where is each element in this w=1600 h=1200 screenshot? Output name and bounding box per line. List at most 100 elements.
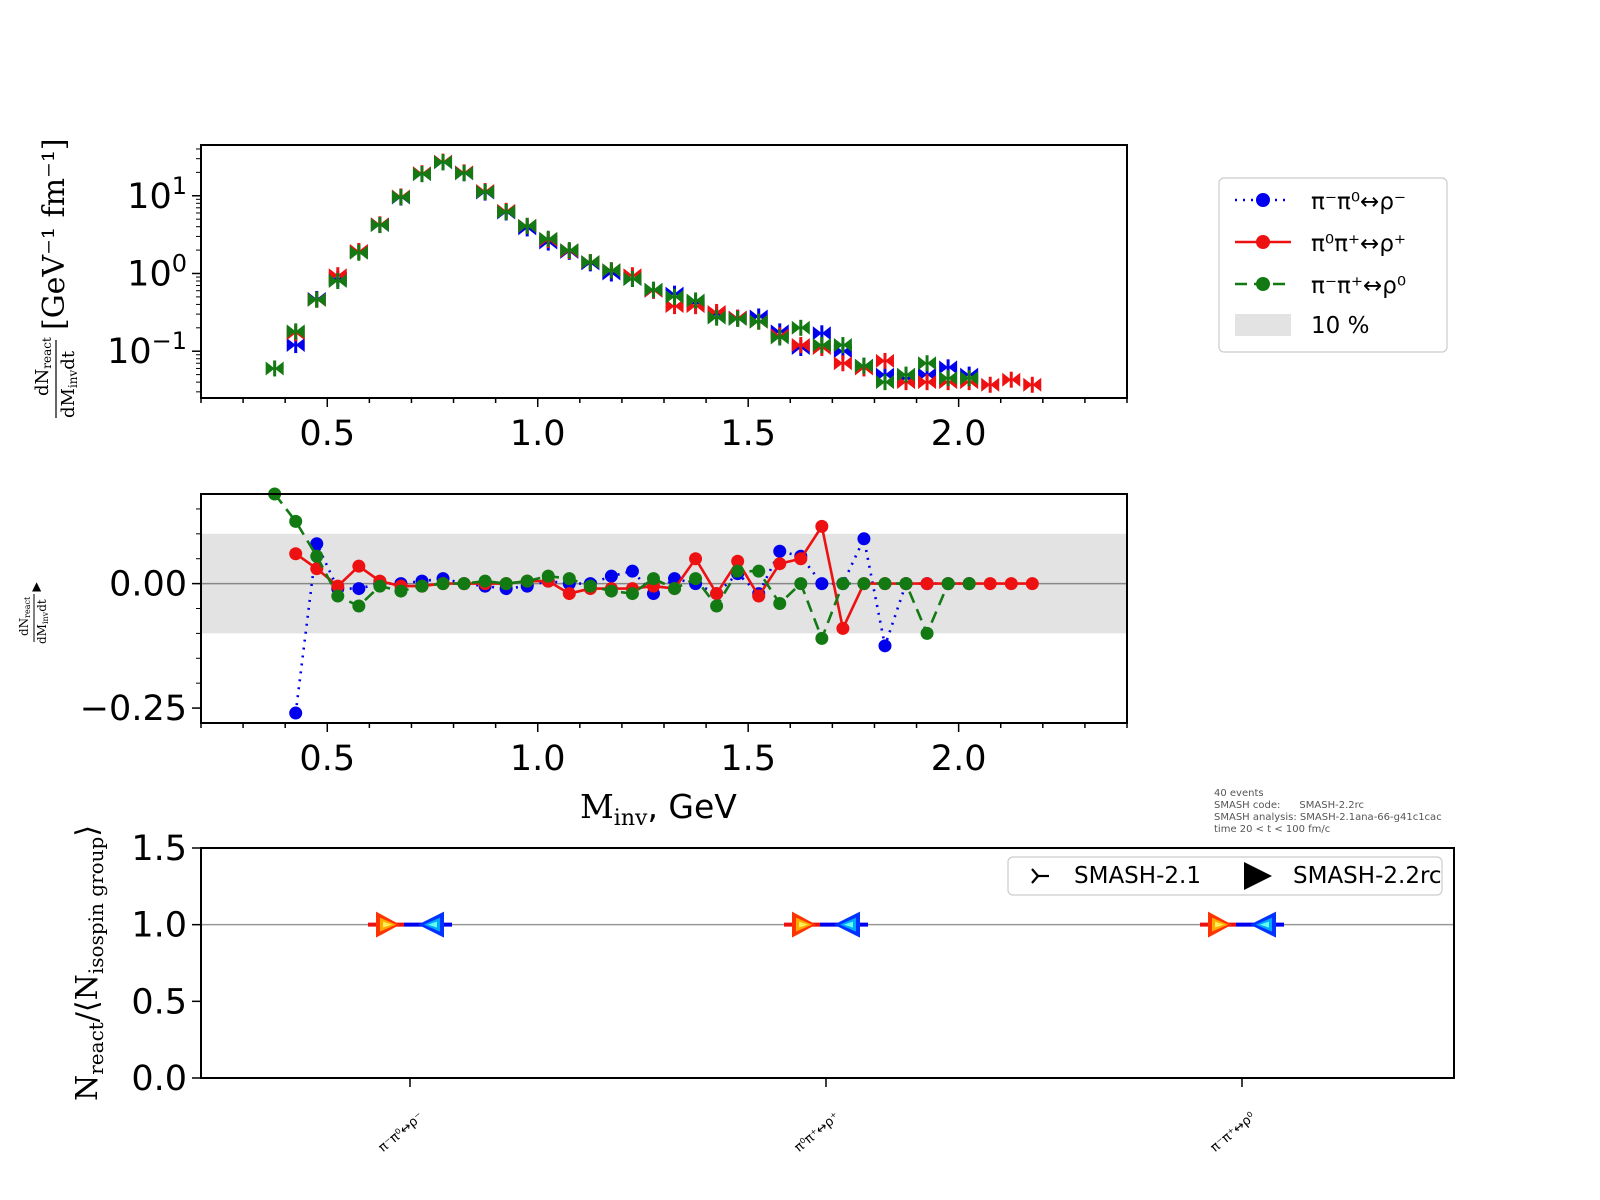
difference-point (752, 564, 766, 578)
spectrum-x-ticks: 0.5 1.0 1.5 2.0 (200, 398, 1128, 454)
legend-entry: π⁻π⁰↔ρ⁻ (1235, 189, 1406, 215)
legend-marker (1256, 277, 1270, 291)
difference-lines (268, 487, 1039, 720)
difference-point (962, 577, 976, 591)
difference-point (541, 569, 555, 583)
difference-point (331, 579, 345, 593)
y-tick-label: 1.5 (131, 829, 187, 869)
spectrum-point (875, 352, 894, 369)
category-label: π⁻π⁺↔ρ⁰ (1208, 1110, 1259, 1156)
x-axis-label: Minv, GeV (580, 787, 737, 831)
normalized-frame (200, 847, 1455, 1079)
difference-point (646, 572, 660, 586)
spectrum-point (728, 310, 747, 327)
spectrum-point (875, 374, 894, 391)
spectrum-point (560, 242, 579, 259)
difference-point (773, 597, 787, 611)
difference-point (1025, 577, 1039, 591)
run-info: 40 events SMASH code: SMASH-2.2rc SMASH … (1214, 788, 1442, 835)
y-tick-label: 100 (127, 249, 187, 294)
difference-point (625, 564, 639, 578)
difference-point (815, 577, 829, 591)
x-tick-label: 2.0 (931, 739, 987, 779)
difference-point (499, 577, 513, 591)
y-tick-label: 101 (127, 172, 187, 217)
legend2-label: SMASH-2.2rc (1293, 863, 1442, 889)
svg-text:dNreact: dNreact (32, 337, 54, 396)
top-y-den-sub: inv (66, 369, 80, 388)
difference-point (331, 589, 345, 603)
difference-point (604, 569, 618, 583)
triangle-right-icon (1244, 862, 1272, 890)
difference-point (310, 562, 324, 576)
spectrum-point (644, 281, 663, 298)
difference-point (941, 577, 955, 591)
spectrum-point (412, 166, 431, 183)
spectrum-point (602, 262, 621, 279)
legend-entry: π⁻π⁺↔ρ⁰ (1235, 273, 1406, 299)
band-legend-swatch (1235, 314, 1291, 336)
y-tick-label: 0.5 (131, 982, 187, 1022)
top-y-unit: [GeV⁻¹ fm⁻¹] (37, 138, 72, 330)
difference-point (310, 549, 324, 563)
difference-point (836, 577, 850, 591)
spectrum-point (665, 288, 684, 305)
x-tick-label: 1.5 (720, 414, 776, 454)
spectrum-point (391, 189, 410, 206)
normalized-markers (368, 911, 1284, 938)
legend-entry: π⁰π⁺↔ρ⁺ (1235, 231, 1406, 257)
spectrum-point (707, 309, 726, 326)
svg-text:dNreact: dNreact (17, 596, 32, 636)
x-tick-label: 1.0 (510, 414, 566, 454)
mid-y-den: dM (35, 624, 49, 644)
spectrum-markers (265, 153, 1042, 393)
difference-point (352, 582, 366, 596)
difference-point (289, 547, 303, 561)
spectrum-point (286, 323, 305, 340)
mid-y-den-tail: dt (35, 599, 49, 612)
difference-point (1004, 577, 1018, 591)
y-tick-label: 1.0 (131, 906, 187, 946)
difference-y-label: dNreact dMinvdt ▲ (17, 579, 50, 644)
spectrum-point (455, 165, 474, 182)
top-y-num-sub: react (40, 337, 54, 369)
x-tick-label: 0.5 (299, 414, 355, 454)
difference-point (794, 552, 808, 566)
spectrum-point (1023, 376, 1042, 393)
difference-point (373, 579, 387, 593)
normalized-panel: 1.5 1.0 0.5 0.0 π⁻π⁰↔ρ⁻ π⁰π⁺↔ρ⁺ π⁻π⁺↔ρ⁰ Nreac… (70, 825, 1455, 1156)
difference-point (899, 577, 913, 591)
x-tick-label: 0.5 (299, 739, 355, 779)
spectrum-point (349, 244, 368, 261)
spectrum-point (749, 313, 768, 330)
difference-point (689, 572, 703, 586)
tri-left-icon (1031, 868, 1049, 884)
legend-label: π⁻π⁺↔ρ⁰ (1311, 273, 1406, 299)
mid-y-num: dN (17, 618, 31, 636)
spectrum-y-label: dNreact dMinvdt [GeV⁻¹ fm⁻¹] (32, 138, 80, 418)
difference-point (773, 557, 787, 571)
difference-y-ticks: 0.00 −0.25 (80, 508, 201, 729)
svg-text:dMinvdt: dMinvdt (58, 350, 80, 418)
difference-point (689, 552, 703, 566)
y-tick-label: −0.25 (80, 689, 187, 729)
y-tick-label: 0.0 (131, 1059, 187, 1099)
spectrum-point (981, 376, 1000, 393)
band-legend-label: 10 % (1311, 313, 1369, 339)
difference-point (520, 574, 534, 588)
category-label: π⁰π⁺↔ρ⁺ (792, 1110, 843, 1156)
difference-point (983, 577, 997, 591)
info-line: time 20 < t < 100 fm/c (1214, 824, 1330, 835)
difference-point (604, 584, 618, 598)
spectrum-point (897, 366, 916, 383)
difference-point (583, 579, 597, 593)
legend2-label: SMASH-2.1 (1074, 863, 1201, 889)
legend-marker (1256, 235, 1270, 249)
smash-2.1-marker (368, 911, 404, 938)
normalized-x-ticks: π⁻π⁰↔ρ⁻ π⁰π⁺↔ρ⁺ π⁻π⁺↔ρ⁰ (376, 1078, 1259, 1156)
legend-label: π⁻π⁰↔ρ⁻ (1311, 189, 1406, 215)
difference-point (920, 577, 934, 591)
spectrum-point (791, 337, 810, 354)
difference-x-ticks: 0.5 1.0 1.5 2.0 (200, 723, 1128, 779)
